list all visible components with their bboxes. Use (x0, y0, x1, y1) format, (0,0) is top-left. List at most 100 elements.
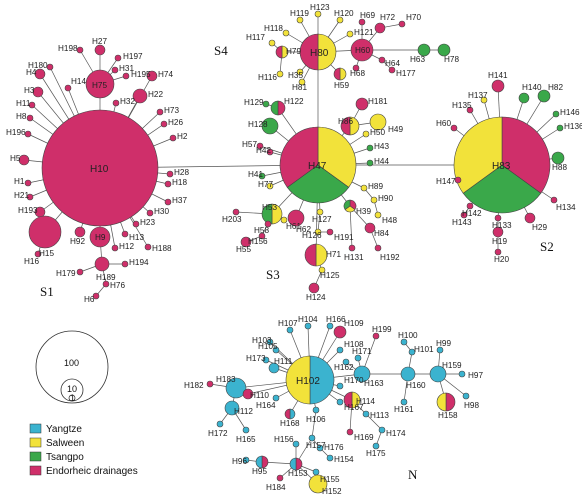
node-slice (339, 67, 347, 81)
haplotype-node-h77 (266, 182, 274, 190)
label-h69: H69 (360, 11, 375, 20)
size-scale: 100 10 1 (35, 330, 109, 404)
node-slice (537, 89, 551, 103)
node-slice (286, 326, 294, 334)
node-slice (34, 68, 46, 80)
node-slice (285, 355, 311, 405)
node-slice (94, 44, 106, 56)
node-slice (316, 444, 324, 452)
legend-label-tsangpo: Tsangpo (46, 452, 84, 463)
label-h142: H142 (462, 209, 482, 218)
label-h165: H165 (236, 435, 256, 444)
node-slice (280, 216, 288, 224)
scale-circle-100 (35, 330, 109, 404)
haplotype-node-h15 (28, 215, 62, 249)
haplotype-node-h172 (216, 420, 224, 428)
node-slice (453, 116, 503, 194)
node-labels: H10 H47H80H83H102H27H197H198H31H195H75H18… (6, 3, 582, 496)
legend-swatch-tsangpo (29, 451, 42, 462)
group-label-s1: S1 (40, 284, 54, 299)
haplotype-node-h120 (336, 16, 344, 24)
node-slice (160, 120, 168, 128)
network-nodes (18, 10, 565, 494)
group-label-n: N (408, 467, 418, 482)
haplotype-node-h125 (318, 266, 326, 274)
node-slice (169, 134, 177, 142)
node-slice (378, 56, 386, 64)
node-slice (326, 228, 334, 236)
label-h83: H83 (492, 161, 511, 172)
node-slice (349, 116, 360, 136)
legend-label-endorheic: Endorheic drainages (46, 466, 138, 477)
haplotype-node-h97 (458, 370, 466, 378)
label-h27: H27 (92, 37, 107, 46)
node-slice (398, 20, 406, 28)
label-h136: H136 (564, 122, 582, 131)
node-slice (362, 130, 370, 138)
node-slice (111, 66, 119, 74)
scale-circle-1 (68, 394, 76, 402)
node-slice (216, 420, 224, 428)
label-h188: H188 (152, 244, 172, 253)
node-slice (28, 101, 36, 109)
node-slice (374, 211, 382, 219)
haplotype-node-h143 (460, 211, 468, 219)
node-slice (34, 250, 42, 258)
label-h30: H30 (154, 207, 169, 216)
haplotype-node-h75 (85, 69, 115, 99)
label-h158: H158 (438, 411, 458, 420)
label-h10: H10 (90, 164, 109, 175)
haplotype-node-h141 (491, 79, 505, 93)
node-slice (460, 211, 468, 219)
node-slice (132, 88, 148, 104)
node-slice (225, 377, 247, 399)
label-h119: H119 (290, 9, 309, 18)
haplotype-node-h111 (268, 362, 280, 374)
label-h191: H191 (334, 233, 354, 242)
haplotype-node-h71 (304, 243, 328, 267)
haplotype-node-h102 (285, 355, 335, 405)
label-h129: H129 (244, 98, 264, 107)
label-h167: H167 (344, 403, 364, 412)
haplotype-node-h121 (346, 30, 354, 38)
scale-label-10: 10 (67, 384, 77, 394)
node-slice (326, 454, 334, 462)
node-slice (369, 113, 387, 131)
label-h8: H8 (16, 112, 27, 121)
node-slice (272, 394, 280, 402)
node-slice (343, 391, 353, 409)
label-h80: H80 (310, 48, 329, 59)
node-slice (378, 426, 386, 434)
node-slice (417, 43, 431, 57)
label-h48: H48 (382, 216, 397, 225)
node-slice (292, 440, 300, 448)
haplotype-node-h104 (304, 322, 312, 330)
haplotype-node-h156 (292, 440, 300, 448)
node-slice (132, 220, 140, 228)
label-h113: H113 (370, 411, 389, 420)
haplotype-node-h43 (366, 144, 374, 152)
haplotype-node-h81 (298, 78, 306, 86)
label-h104: H104 (298, 315, 318, 324)
haplotype-node-h63 (417, 43, 431, 57)
label-h203: H203 (222, 215, 242, 224)
haplotype-node-h103 (266, 338, 274, 346)
label-h173: H173 (246, 354, 266, 363)
label-h103: H103 (252, 336, 272, 345)
node-slice (445, 392, 456, 412)
haplotype-node-h146 (552, 110, 560, 118)
node-slice (111, 244, 119, 252)
node-slice (326, 322, 334, 330)
label-h164: H164 (256, 401, 276, 410)
label-h117: H117 (246, 33, 265, 42)
node-slice (255, 455, 263, 469)
node-slice (312, 406, 320, 414)
label-h199: H199 (372, 325, 392, 334)
label-h60: H60 (436, 119, 451, 128)
haplotype-node-h72 (374, 22, 386, 34)
haplotype-node-h174 (378, 426, 386, 434)
haplotype-node-h194 (121, 260, 129, 268)
node-slice (350, 38, 374, 62)
node-slice (289, 457, 297, 471)
